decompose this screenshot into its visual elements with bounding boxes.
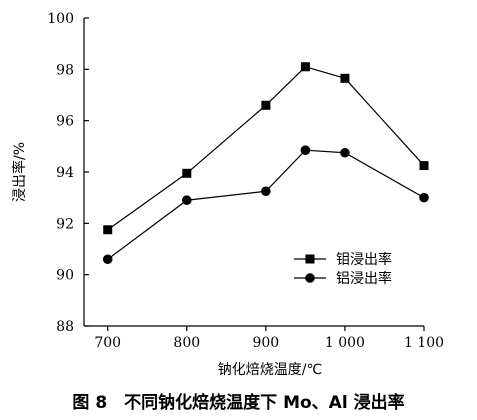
x-axis-title: 钠化焙烧温度/℃ <box>218 362 322 378</box>
y-tick-label: 98 <box>56 62 74 78</box>
series-line-2 <box>107 149 425 260</box>
data-point-series-2 <box>419 192 429 203</box>
y-tick-label: 94 <box>56 165 74 181</box>
data-point-series-2 <box>340 147 350 158</box>
data-point-series-1 <box>103 225 113 235</box>
data-point-series-2 <box>102 254 113 265</box>
y-tick-label: 96 <box>56 114 74 130</box>
x-tick-label: 1 000 <box>325 335 365 351</box>
legend-label-1: 钼浸出率 <box>336 251 392 268</box>
data-point-series-2 <box>261 186 271 197</box>
x-tick-label: 700 <box>94 335 121 351</box>
y-tick-label: 92 <box>56 216 74 232</box>
y-tick-label: 90 <box>56 268 74 284</box>
x-tick-label: 900 <box>252 335 279 351</box>
data-point-series-1 <box>182 168 192 178</box>
plot-area: 88 90 92 94 96 98 100 700 800 900 1 000 1 100 钼浸出率铝浸… <box>47 11 444 351</box>
x-tick-label: 1 100 <box>404 335 444 351</box>
data-point-series-2 <box>181 195 192 206</box>
legend-marker-1 <box>305 254 315 264</box>
figure-caption: 图 8 不同钠化焙烧温度下 Mo、Al 浸出率 <box>72 393 405 413</box>
series-line-1 <box>107 66 425 231</box>
y-axis-title: 浸出率/% <box>11 142 28 202</box>
chart: 88 90 92 94 96 98 100 700 800 900 1 000 1 100 钼浸出率铝浸… <box>11 11 444 378</box>
data-point-series-1 <box>300 62 310 72</box>
legend-label-2: 铝浸出率 <box>336 270 392 287</box>
x-tick-label: 800 <box>173 335 200 351</box>
legend-marker-2 <box>305 273 315 283</box>
data-point-series-1 <box>419 161 429 171</box>
data-point-series-1 <box>261 100 271 110</box>
data-point-series-1 <box>340 73 350 83</box>
y-tick-label: 88 <box>56 319 74 335</box>
y-tick-label: 100 <box>47 11 74 27</box>
data-point-series-2 <box>300 145 311 155</box>
